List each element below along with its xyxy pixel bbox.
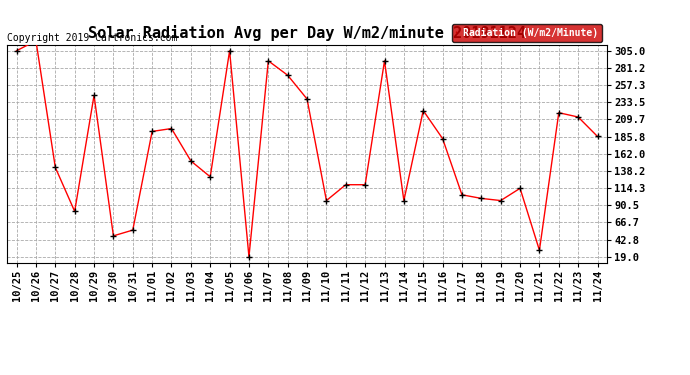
Title: Solar Radiation Avg per Day W/m2/minute 20191124: Solar Radiation Avg per Day W/m2/minute … bbox=[88, 25, 526, 41]
Text: Copyright 2019 Cartronics.com: Copyright 2019 Cartronics.com bbox=[7, 33, 177, 43]
Legend: Radiation (W/m2/Minute): Radiation (W/m2/Minute) bbox=[452, 24, 602, 42]
